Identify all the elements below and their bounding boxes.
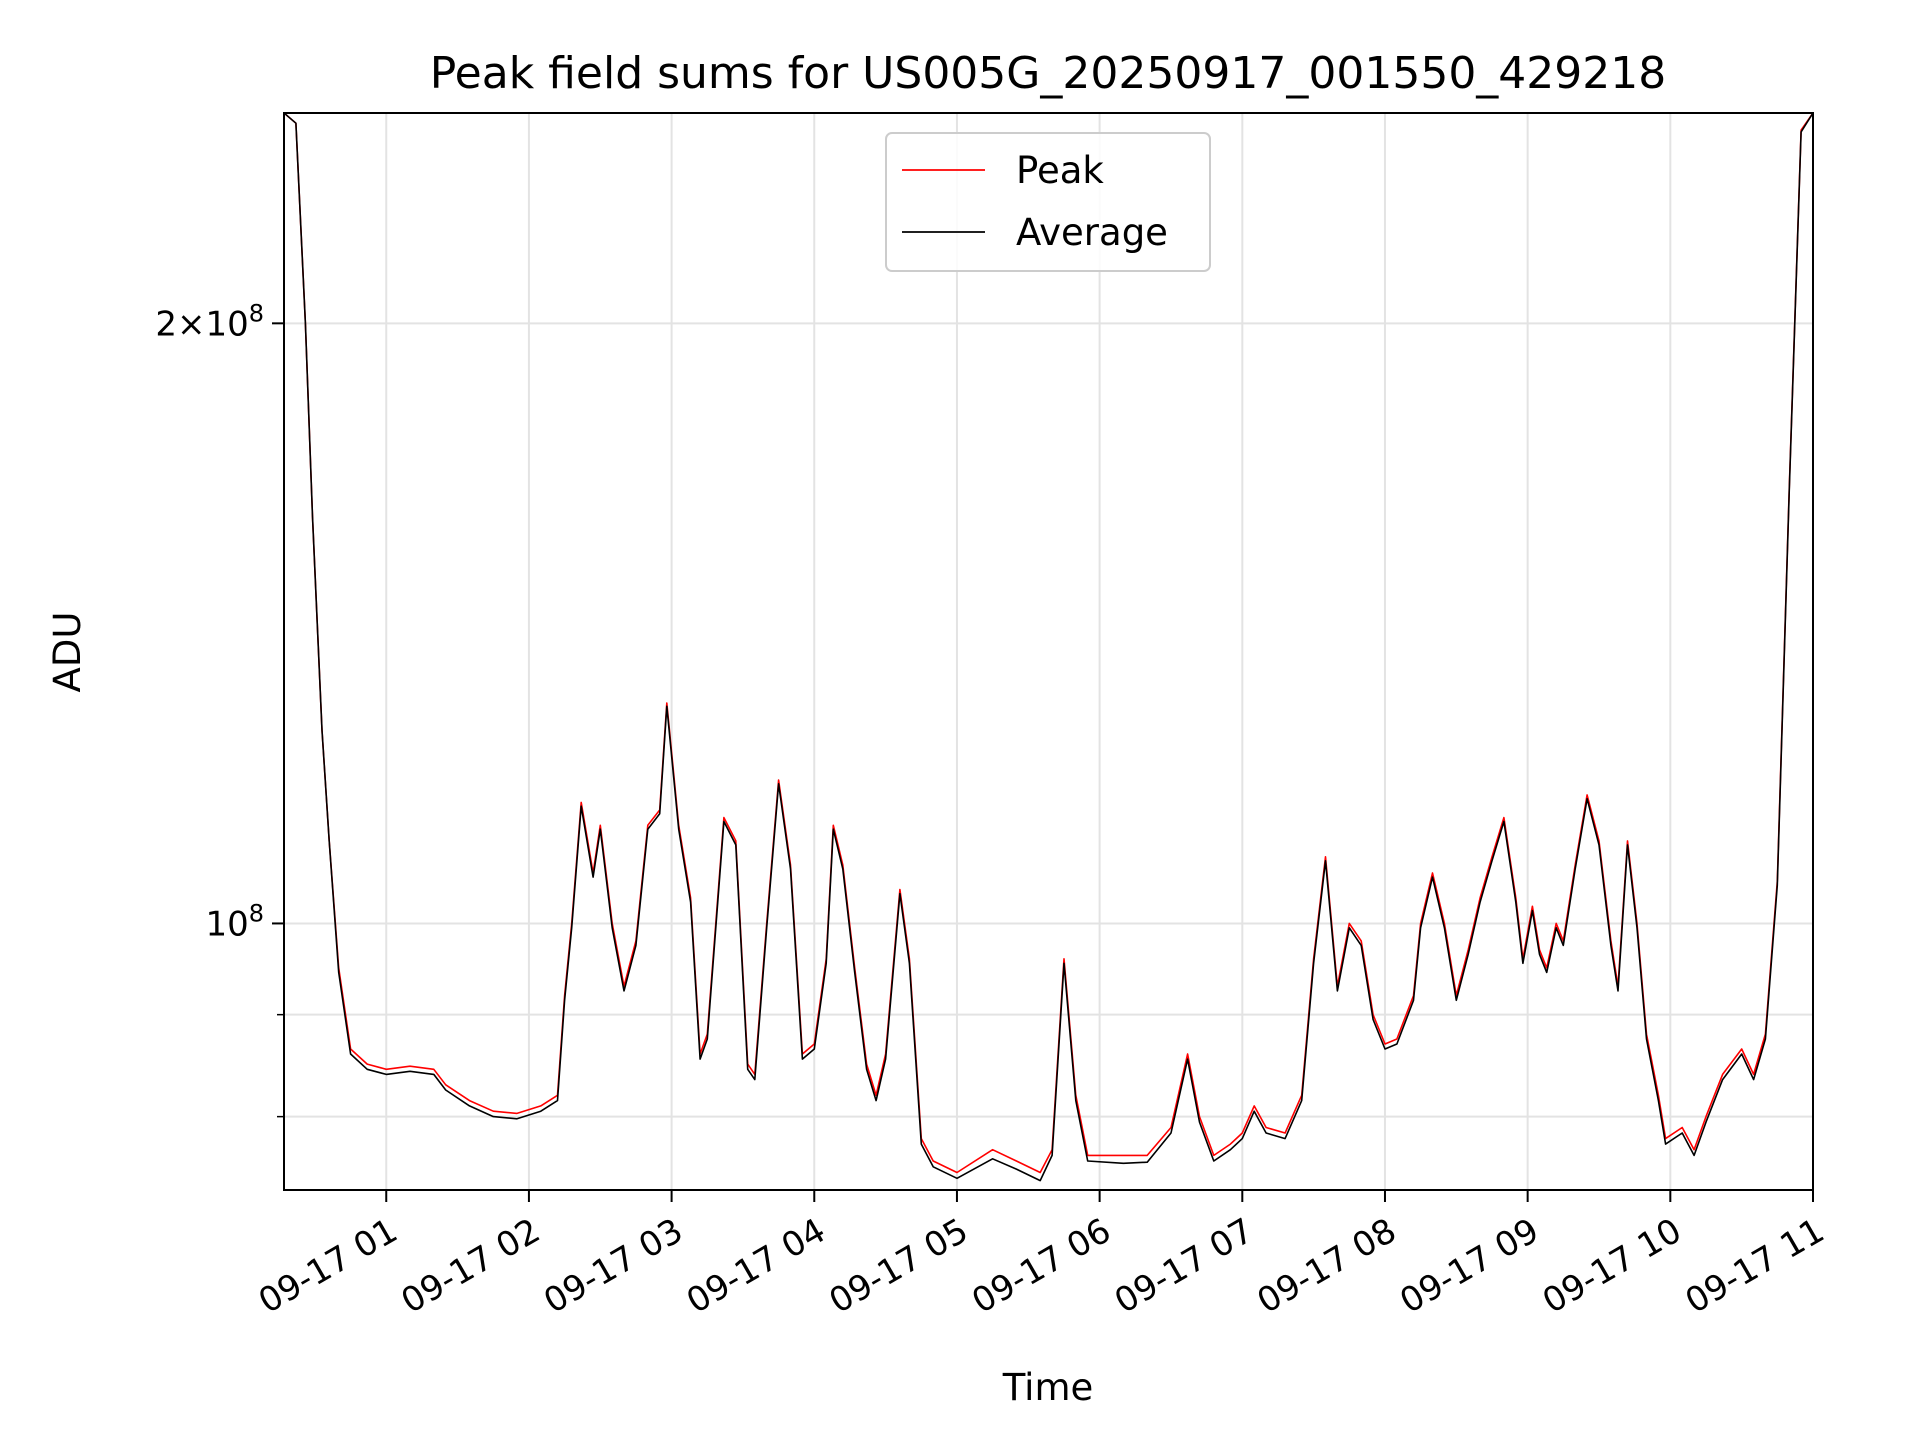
legend-label-peak: Peak — [1016, 149, 1104, 192]
y-axis-label: ADU — [46, 612, 89, 693]
x-axis-label: Time — [1002, 1366, 1094, 1409]
chart-title: Peak field sums for US005G_20250917_0015… — [430, 48, 1667, 99]
legend-box — [885, 132, 1211, 272]
series-layer — [284, 113, 1813, 1182]
series-line-average — [284, 113, 1813, 1182]
legend: Peak Average — [885, 132, 1211, 272]
legend-label-average: Average — [1016, 211, 1168, 254]
y-tick-label: 2×108 — [155, 299, 264, 344]
plot-frame — [283, 112, 1814, 1191]
